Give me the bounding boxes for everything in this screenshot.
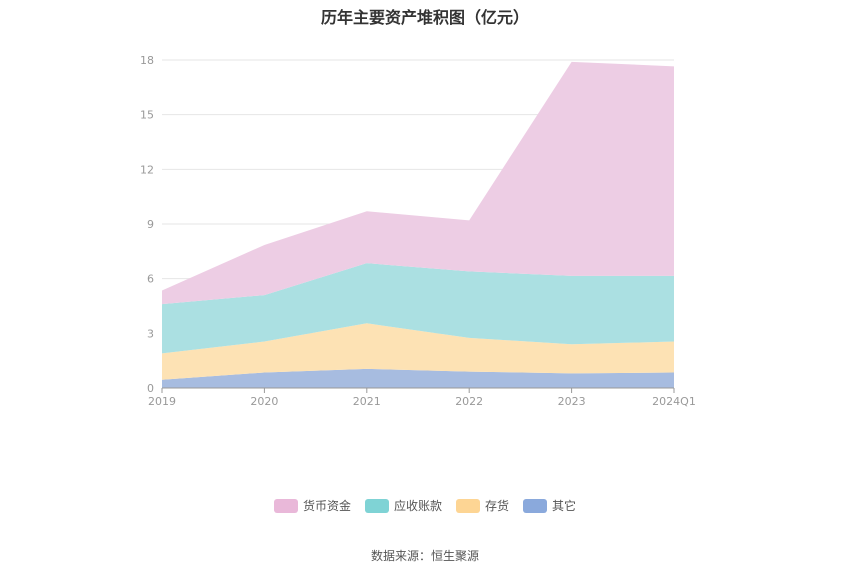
- legend: 货币资金 应收账款 存货 其它: [0, 497, 850, 514]
- y-tick-label: 0: [147, 382, 154, 395]
- area-series: [162, 61, 674, 388]
- x-tick-label: 2021: [353, 395, 381, 408]
- legend-item-inventory[interactable]: 存货: [456, 497, 509, 514]
- y-tick-label: 15: [140, 109, 154, 122]
- area-series-1: [162, 323, 674, 380]
- legend-label-other: 其它: [552, 499, 577, 513]
- legend-label-receivables: 应收账款: [393, 499, 442, 513]
- legend-item-cash[interactable]: 货币资金: [273, 497, 351, 514]
- legend-label-cash: 货币资金: [302, 499, 351, 513]
- y-tick-label: 6: [147, 273, 154, 286]
- legend-swatch-other: [523, 498, 548, 513]
- y-tick-label: 9: [147, 218, 154, 231]
- chart-title: 历年主要资产堆积图（亿元）: [320, 8, 529, 27]
- x-tick-label: 2024Q1: [652, 395, 696, 408]
- x-axis: [161, 387, 675, 393]
- y-axis-ticks: 0 3 6 9 12 15 18: [140, 54, 154, 395]
- legend-label-inventory: 存货: [485, 499, 510, 513]
- area-series-3: [162, 61, 674, 305]
- legend-item-other[interactable]: 其它: [523, 497, 576, 514]
- legend-swatch-inventory: [456, 498, 480, 513]
- data-source: 数据来源：恒生聚源: [370, 549, 479, 563]
- y-tick-label: 3: [147, 327, 154, 340]
- legend-swatch-receivables: [364, 498, 389, 513]
- x-axis-ticks: 2019 2020 2021 2022 2023 2024Q1: [148, 395, 696, 408]
- legend-swatch-cash: [273, 498, 298, 513]
- x-tick-label: 2019: [148, 395, 176, 408]
- y-tick-label: 12: [140, 163, 154, 176]
- area-series-2: [162, 263, 674, 354]
- x-tick-label: 2022: [455, 395, 483, 408]
- y-tick-label: 18: [140, 54, 154, 67]
- x-tick-label: 2023: [558, 395, 586, 408]
- legend-item-receivables[interactable]: 应收账款: [364, 497, 442, 514]
- x-tick-label: 2020: [250, 395, 278, 408]
- area-series-0: [162, 368, 674, 388]
